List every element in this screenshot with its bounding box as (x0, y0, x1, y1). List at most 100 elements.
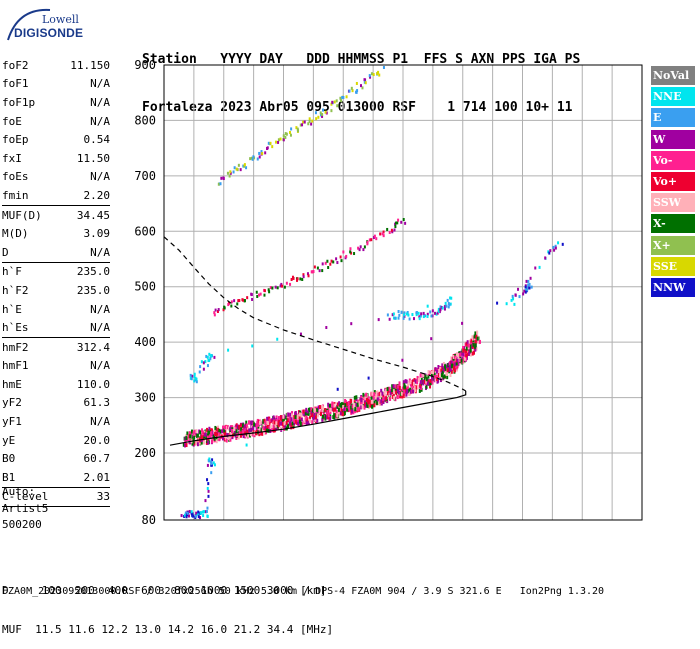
echo-point (236, 168, 239, 172)
echo-point (388, 386, 391, 391)
echo-point (308, 407, 311, 412)
echo-point (449, 296, 452, 300)
echo-point (383, 390, 386, 395)
echo-point (202, 436, 205, 441)
echo-point (325, 415, 328, 420)
echo-point (244, 428, 247, 433)
echo-point (206, 364, 209, 368)
echo-point (293, 418, 296, 423)
y-tick-label: 900 (134, 58, 156, 72)
echo-point (376, 397, 379, 402)
echo-point (382, 234, 385, 238)
param-value: 312.4 (76, 340, 110, 354)
param-name: yF2 (2, 396, 22, 410)
echo-point (222, 308, 225, 312)
echo-point (406, 383, 409, 388)
echo-point (302, 409, 305, 414)
echo-point (315, 117, 318, 121)
echo-point (358, 403, 361, 408)
echo-point (283, 421, 286, 426)
param-name: hmE (2, 377, 22, 391)
echo-point (290, 127, 293, 131)
echo-point (403, 383, 406, 388)
echo-point (209, 435, 212, 440)
echo-point (245, 443, 248, 447)
legend-item: NoVal (651, 66, 695, 85)
echo-point (297, 129, 300, 133)
echo-point (517, 287, 520, 291)
auto-software: Artist5 (2, 501, 49, 515)
echo-point (362, 392, 365, 397)
echo-point (241, 429, 244, 434)
echo-point (254, 423, 257, 428)
echo-point (393, 395, 396, 400)
echo-point (388, 317, 391, 321)
echo-point (436, 376, 439, 381)
echo-point (239, 423, 242, 428)
echo-point (444, 366, 447, 371)
echo-point (444, 364, 447, 369)
echo-point (362, 248, 365, 252)
echo-point (433, 311, 436, 315)
echo-point (444, 301, 447, 305)
echo-point (421, 374, 424, 379)
echo-point (244, 431, 247, 436)
param-row: yF2 61.3 (2, 394, 110, 413)
echo-point (435, 374, 438, 379)
echo-point (363, 394, 366, 399)
param-row: yF1 N/A (2, 412, 110, 431)
echo-point (522, 292, 525, 296)
param-row: MUF(D) 34.45 (2, 206, 110, 225)
echo-point (386, 227, 389, 231)
y-tick-label: 800 (134, 113, 156, 127)
echo-point (282, 418, 285, 423)
echo-point (470, 344, 473, 349)
echo-point (547, 250, 550, 254)
echo-point (377, 392, 380, 397)
echo-point (264, 428, 267, 433)
echo-point (339, 403, 342, 408)
echo-point (228, 435, 231, 440)
echo-point (397, 218, 400, 222)
echo-point (359, 400, 362, 405)
echo-point (449, 302, 452, 306)
param-separator (2, 506, 110, 508)
echo-point (431, 314, 434, 318)
param-value: N/A (90, 170, 110, 184)
echo-point (336, 261, 339, 265)
echo-point (396, 221, 399, 225)
echo-point (425, 379, 428, 384)
echo-point (465, 341, 468, 346)
logo-arc (7, 8, 51, 41)
legend-item: W (651, 129, 695, 149)
echo-point (273, 420, 276, 425)
echo-point (321, 262, 324, 266)
echo-point (322, 108, 325, 112)
echo-point (419, 373, 422, 378)
echo-point (312, 416, 315, 421)
echo-point (327, 415, 330, 420)
echo-point (303, 412, 306, 417)
param-name: D (2, 245, 9, 259)
echo-point (193, 372, 196, 376)
echo-point (472, 342, 475, 347)
echo-point (309, 416, 312, 421)
echo-point (227, 426, 230, 431)
echo-point (382, 396, 385, 401)
echo-point (191, 441, 194, 446)
param-name: h`E (2, 302, 22, 316)
echo-point (462, 345, 465, 350)
echo-point (412, 389, 415, 394)
echo-point (310, 407, 313, 412)
echo-point (468, 339, 471, 344)
param-value: N/A (90, 114, 110, 128)
echo-point (524, 288, 527, 292)
echo-point (380, 394, 383, 399)
logo-digisonde-text: DIGISONDE (14, 26, 84, 40)
station-header: Station YYYY DAY DDD HHMMSS P1 FFS S AXN… (142, 20, 580, 132)
echo-point (548, 251, 551, 255)
echo-point (436, 311, 439, 315)
file-info: FZA0M_2023095013000.RSF / 320fx256h 50 k… (2, 586, 605, 597)
echo-point (233, 299, 236, 303)
echo-point (242, 423, 245, 428)
